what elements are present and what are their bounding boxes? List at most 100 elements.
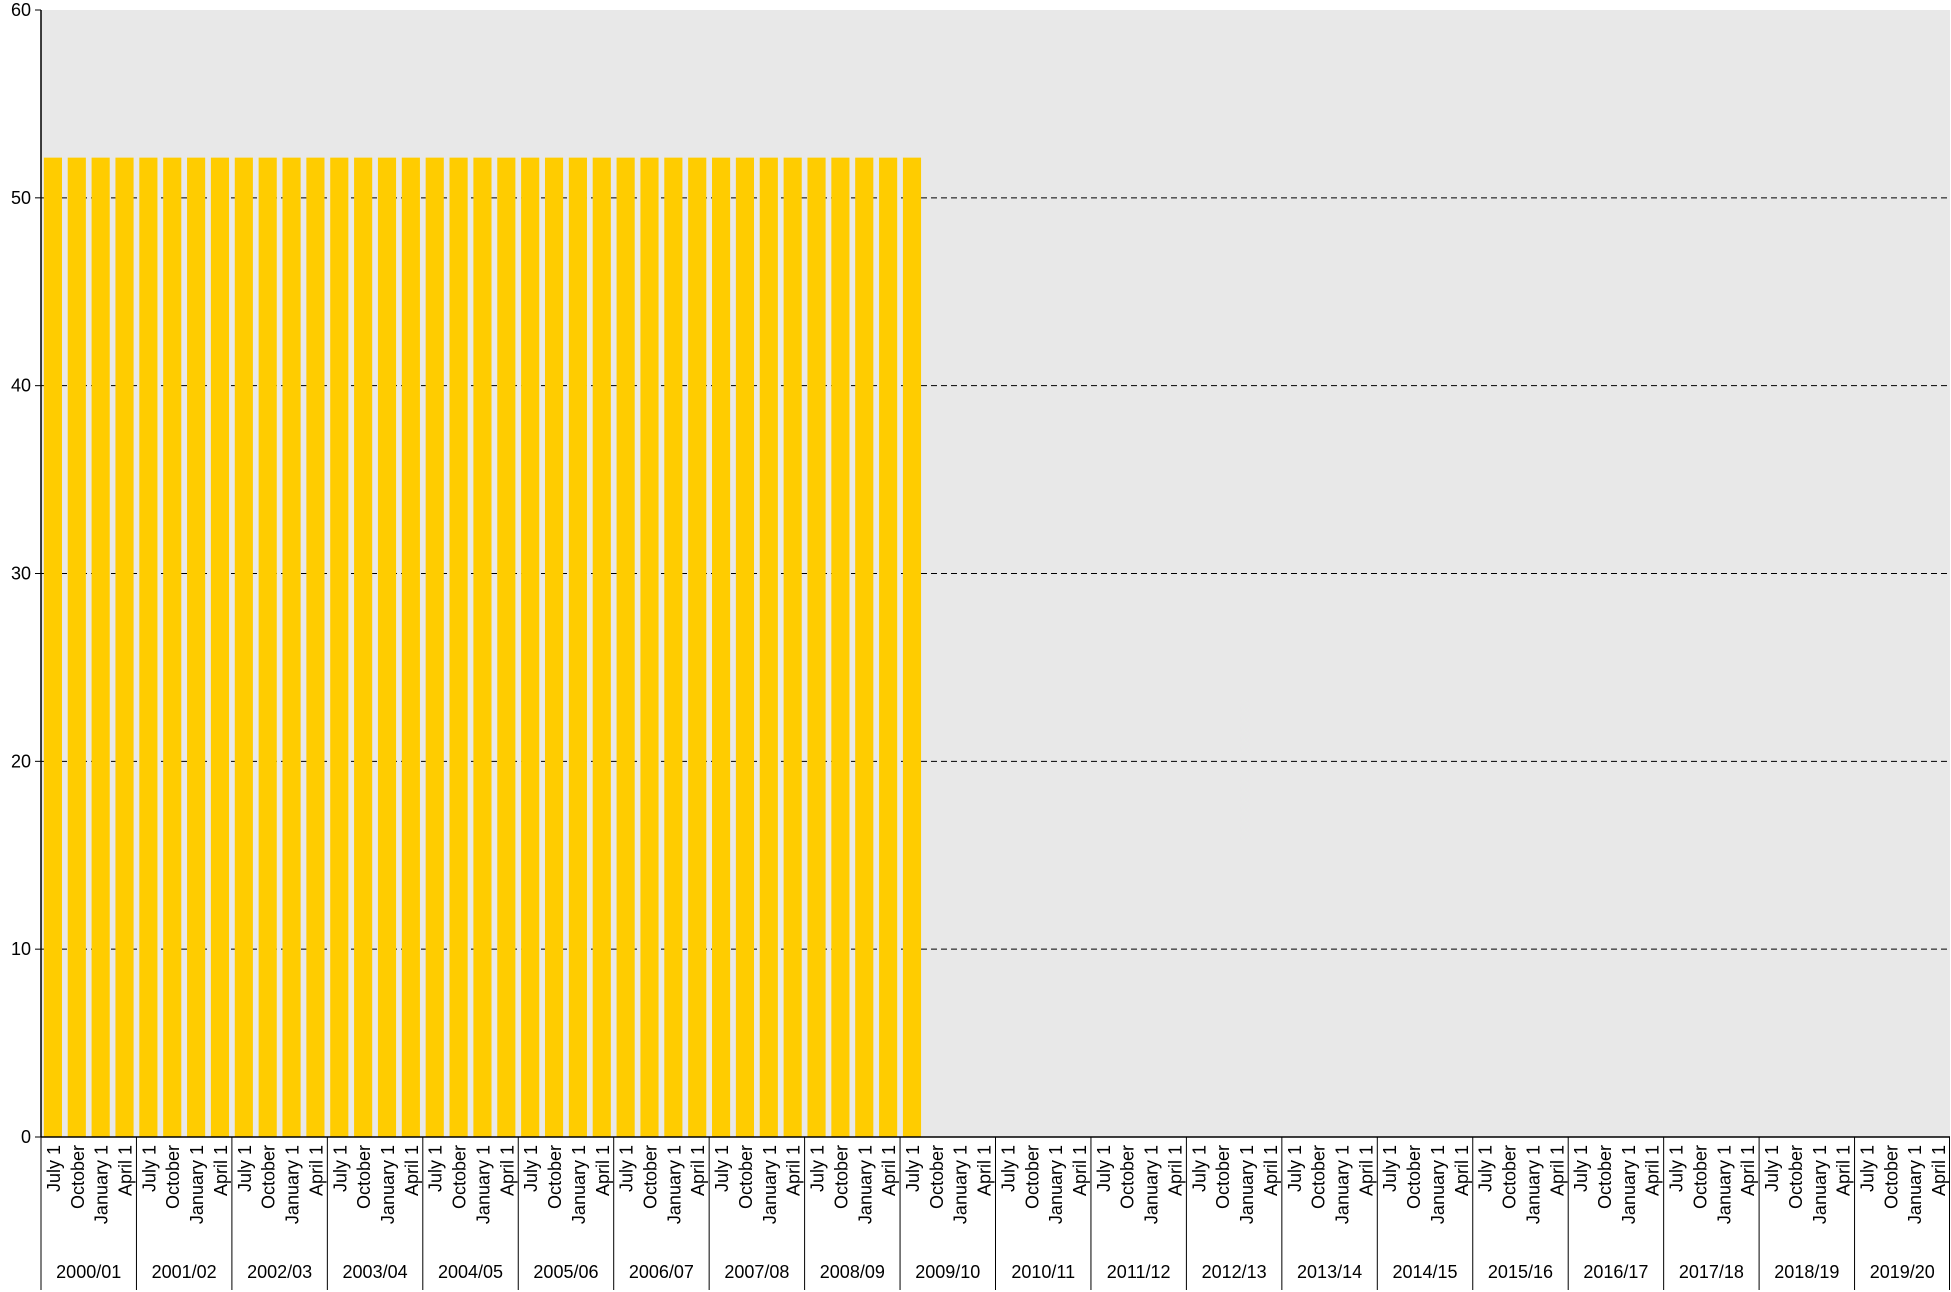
quarter-label: October bbox=[545, 1145, 565, 1209]
bar bbox=[616, 157, 635, 1138]
bar bbox=[688, 157, 707, 1138]
quarter-label: October bbox=[1690, 1145, 1710, 1209]
quarter-label: April 1 bbox=[1261, 1145, 1281, 1196]
year-label: 2008/09 bbox=[820, 1262, 885, 1282]
quarter-label: January 1 bbox=[92, 1145, 112, 1224]
quarter-label: January 1 bbox=[1905, 1145, 1925, 1224]
bar bbox=[568, 157, 587, 1138]
quarter-label: October bbox=[1404, 1145, 1424, 1209]
bar bbox=[712, 157, 731, 1138]
quarter-label: January 1 bbox=[1428, 1145, 1448, 1224]
year-label: 2007/08 bbox=[724, 1262, 789, 1282]
quarter-label: July 1 bbox=[808, 1145, 828, 1192]
year-label: 2015/16 bbox=[1488, 1262, 1553, 1282]
bar bbox=[354, 157, 373, 1138]
quarter-label: July 1 bbox=[44, 1145, 64, 1192]
quarter-label: July 1 bbox=[521, 1145, 541, 1192]
quarter-label: October bbox=[1881, 1145, 1901, 1209]
bar bbox=[449, 157, 468, 1138]
quarter-label: January 1 bbox=[1046, 1145, 1066, 1224]
quarter-label: April 1 bbox=[975, 1145, 995, 1196]
quarter-label: January 1 bbox=[1523, 1145, 1543, 1224]
quarter-label: October bbox=[640, 1145, 660, 1209]
quarter-label: July 1 bbox=[1667, 1145, 1687, 1192]
year-label: 2009/10 bbox=[915, 1262, 980, 1282]
bar bbox=[640, 157, 659, 1138]
quarter-label: July 1 bbox=[998, 1145, 1018, 1192]
quarter-label: October bbox=[1786, 1145, 1806, 1209]
quarter-label: October bbox=[450, 1145, 470, 1209]
quarter-label: January 1 bbox=[1333, 1145, 1353, 1224]
bars bbox=[43, 157, 922, 1138]
quarter-label: April 1 bbox=[497, 1145, 517, 1196]
axes bbox=[35, 9, 1950, 1290]
quarter-label: July 1 bbox=[1189, 1145, 1209, 1192]
quarter-label: July 1 bbox=[1380, 1145, 1400, 1192]
quarter-label: January 1 bbox=[1142, 1145, 1162, 1224]
bar bbox=[855, 157, 874, 1138]
quarter-label: July 1 bbox=[426, 1145, 446, 1192]
bar bbox=[473, 157, 492, 1138]
year-label: 2000/01 bbox=[56, 1262, 121, 1282]
bar bbox=[139, 157, 158, 1138]
y-tick-label: 40 bbox=[11, 376, 31, 396]
y-tick-label: 60 bbox=[11, 0, 31, 20]
y-tick-label: 50 bbox=[11, 188, 31, 208]
bar bbox=[735, 157, 755, 1138]
quarter-label: July 1 bbox=[1571, 1145, 1591, 1192]
bar bbox=[879, 157, 898, 1138]
quarter-label: January 1 bbox=[473, 1145, 493, 1224]
quarter-label: April 1 bbox=[116, 1145, 136, 1196]
quarter-label: October bbox=[354, 1145, 374, 1209]
year-label: 2005/06 bbox=[533, 1262, 598, 1282]
quarter-label: January 1 bbox=[1714, 1145, 1734, 1224]
quarter-label: October bbox=[1022, 1145, 1042, 1209]
quarter-label: April 1 bbox=[402, 1145, 422, 1196]
bar bbox=[187, 157, 206, 1138]
quarter-label: April 1 bbox=[211, 1145, 231, 1196]
quarter-label: January 1 bbox=[378, 1145, 398, 1224]
quarter-label: January 1 bbox=[187, 1145, 207, 1224]
year-label: 2014/15 bbox=[1392, 1262, 1457, 1282]
quarter-label: July 1 bbox=[1857, 1145, 1877, 1192]
year-label: 2002/03 bbox=[247, 1262, 312, 1282]
quarter-label: April 1 bbox=[1643, 1145, 1663, 1196]
bar bbox=[258, 157, 277, 1138]
bar bbox=[807, 157, 826, 1138]
bar bbox=[234, 157, 253, 1138]
bar bbox=[497, 157, 516, 1138]
bar bbox=[43, 157, 62, 1138]
quarter-label: July 1 bbox=[1476, 1145, 1496, 1192]
bar bbox=[664, 157, 683, 1138]
gridlines bbox=[41, 197, 1950, 950]
bar bbox=[521, 157, 540, 1138]
y-tick-label: 10 bbox=[11, 939, 31, 959]
year-label: 2010/11 bbox=[1011, 1262, 1075, 1282]
bar bbox=[759, 157, 778, 1138]
quarter-label: April 1 bbox=[1165, 1145, 1185, 1196]
quarter-label: April 1 bbox=[1834, 1145, 1854, 1196]
bar bbox=[163, 157, 182, 1138]
quarter-label: April 1 bbox=[1356, 1145, 1376, 1196]
y-tick-label: 30 bbox=[11, 564, 31, 584]
bar bbox=[67, 157, 86, 1138]
year-label: 2003/04 bbox=[343, 1262, 408, 1282]
bar bbox=[831, 157, 850, 1138]
quarter-label: April 1 bbox=[1929, 1145, 1949, 1196]
year-label: 2001/02 bbox=[152, 1262, 217, 1282]
quarter-label: July 1 bbox=[617, 1145, 637, 1192]
quarter-label: April 1 bbox=[784, 1145, 804, 1196]
quarter-label: January 1 bbox=[1237, 1145, 1257, 1224]
bar bbox=[902, 157, 922, 1138]
quarter-label: July 1 bbox=[903, 1145, 923, 1192]
bar bbox=[401, 157, 420, 1138]
quarter-label: July 1 bbox=[235, 1145, 255, 1192]
quarter-label: October bbox=[831, 1145, 851, 1209]
quarter-label: April 1 bbox=[306, 1145, 326, 1196]
bar bbox=[306, 157, 325, 1138]
quarter-label: April 1 bbox=[1547, 1145, 1567, 1196]
bar bbox=[330, 157, 349, 1138]
quarter-label: April 1 bbox=[1738, 1145, 1758, 1196]
